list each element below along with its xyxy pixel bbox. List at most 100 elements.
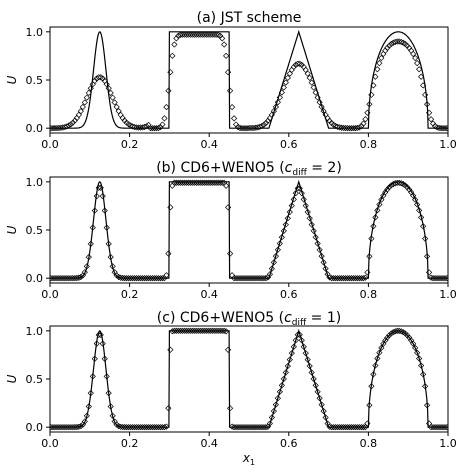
data-point xyxy=(50,424,55,431)
data-point xyxy=(292,337,299,344)
data-point xyxy=(414,60,421,67)
data-point xyxy=(115,273,122,281)
data-point xyxy=(314,240,321,247)
data-point xyxy=(50,275,57,282)
data-point xyxy=(211,179,218,186)
x-tick-label: 0.2 xyxy=(121,138,139,151)
data-point xyxy=(211,327,218,334)
data-point xyxy=(129,424,136,431)
data-point xyxy=(354,424,361,431)
data-point xyxy=(286,356,293,363)
data-point xyxy=(346,275,353,282)
data-point xyxy=(141,123,148,131)
data-point xyxy=(207,31,214,38)
data-point xyxy=(334,424,341,431)
data-point xyxy=(350,424,357,431)
data-point xyxy=(171,327,178,334)
y-tick-label: 0.5 xyxy=(26,224,44,237)
data-point xyxy=(131,424,138,431)
data-point xyxy=(344,275,351,282)
data-point xyxy=(412,196,419,203)
data-point xyxy=(360,120,367,127)
data-point xyxy=(268,414,275,421)
data-point xyxy=(350,275,357,282)
data-point xyxy=(394,327,401,334)
data-point xyxy=(376,201,383,208)
data-point xyxy=(316,246,323,253)
data-point xyxy=(59,424,67,431)
data-point xyxy=(236,275,244,282)
data-point xyxy=(199,31,206,38)
data-point xyxy=(374,207,381,214)
data-point xyxy=(133,424,140,431)
data-point xyxy=(143,123,150,130)
data-point xyxy=(398,328,405,335)
data-point xyxy=(431,424,439,431)
data-point xyxy=(302,350,309,357)
data-point xyxy=(398,180,405,187)
data-point xyxy=(429,424,437,431)
data-point xyxy=(306,74,313,82)
data-point xyxy=(244,424,252,431)
data-point xyxy=(169,182,176,189)
data-point xyxy=(310,227,317,234)
data-point xyxy=(242,424,250,431)
data-point xyxy=(252,275,260,282)
data-point xyxy=(111,99,118,106)
x-tick-label: 0.8 xyxy=(360,288,378,301)
data-point xyxy=(169,52,176,59)
data-point xyxy=(372,362,379,369)
data-point xyxy=(155,275,162,282)
data-point xyxy=(50,424,57,431)
data-point xyxy=(197,179,204,186)
data-point xyxy=(234,424,242,431)
data-point xyxy=(151,424,158,431)
data-point xyxy=(93,193,100,200)
data-point xyxy=(429,275,437,282)
data-point xyxy=(439,275,447,282)
data-point xyxy=(217,327,224,334)
data-point xyxy=(290,343,297,350)
data-point xyxy=(354,275,361,282)
data-point xyxy=(378,196,385,203)
data-point xyxy=(332,275,339,282)
data-point xyxy=(187,327,194,334)
data-point xyxy=(165,87,172,94)
data-point xyxy=(51,424,59,431)
data-point xyxy=(149,424,156,431)
data-point xyxy=(177,179,184,186)
data-point xyxy=(262,275,270,282)
data-point xyxy=(424,253,431,260)
data-point xyxy=(378,344,385,351)
data-point xyxy=(316,395,323,402)
data-point xyxy=(91,77,98,84)
data-point xyxy=(205,31,212,38)
data-point xyxy=(336,424,343,431)
data-point xyxy=(219,35,226,42)
exact-solution-line xyxy=(50,328,448,428)
data-point xyxy=(191,31,198,38)
data-point xyxy=(427,116,435,123)
data-point xyxy=(167,204,174,211)
data-point xyxy=(213,179,220,186)
data-point xyxy=(280,84,287,91)
data-point xyxy=(330,275,337,282)
data-point xyxy=(356,424,363,431)
data-point xyxy=(246,124,254,132)
data-point xyxy=(384,334,391,341)
data-point xyxy=(215,179,222,186)
data-point xyxy=(137,424,144,431)
y-tick-label: 0.5 xyxy=(26,74,44,87)
data-point xyxy=(346,424,353,431)
data-point xyxy=(103,373,110,380)
data-point xyxy=(352,275,359,282)
data-point xyxy=(167,69,174,76)
data-point xyxy=(270,259,277,266)
data-point xyxy=(53,424,61,431)
data-point xyxy=(79,103,86,111)
numerical-markers xyxy=(50,31,448,132)
data-point xyxy=(422,383,429,390)
data-point xyxy=(348,275,355,282)
data-point xyxy=(376,349,383,356)
data-point xyxy=(125,275,132,282)
